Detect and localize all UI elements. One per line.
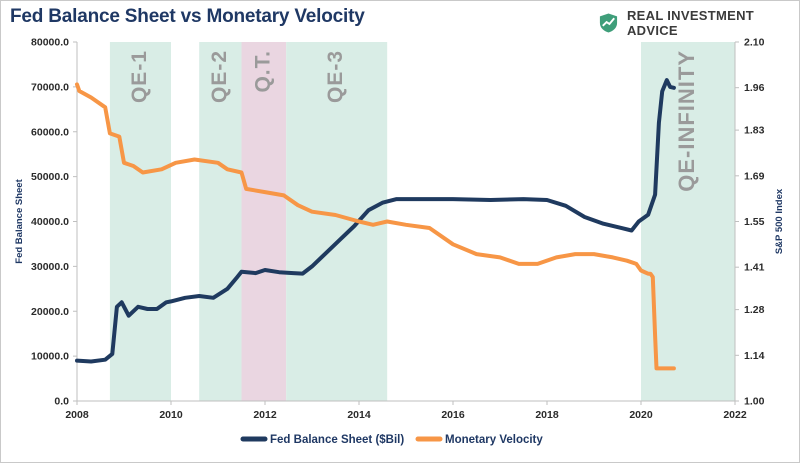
x-tick-label: 2014 bbox=[347, 409, 371, 421]
x-tick-label: 2020 bbox=[629, 409, 653, 421]
y-right-tick-label: 1.96 bbox=[744, 82, 765, 94]
y-left-tick-label: 70000.0 bbox=[31, 81, 69, 93]
band-label: QE-2 bbox=[208, 50, 231, 103]
x-tick-label: 2010 bbox=[159, 409, 183, 421]
y-right-tick-label: 1.83 bbox=[744, 125, 765, 137]
y-right-tick-label: 2.10 bbox=[744, 37, 765, 49]
series-velocity-line bbox=[75, 82, 676, 371]
x-tick-label: 2016 bbox=[441, 409, 465, 421]
shield-chart-icon bbox=[599, 13, 618, 33]
brand-name: REAL INVESTMENT ADVICE bbox=[626, 8, 755, 38]
y-right-tick-label: 1.14 bbox=[744, 350, 765, 362]
y-right-tick-label: 1.55 bbox=[744, 216, 765, 228]
band-label: QE-1 bbox=[128, 50, 151, 103]
y-left-tick-label: 10000.0 bbox=[31, 351, 69, 363]
y-left-tick-label: 30000.0 bbox=[31, 261, 69, 273]
x-tick-label: 2012 bbox=[253, 409, 277, 421]
band-label: QE-INFINITY bbox=[674, 50, 699, 192]
x-tick-label: 2022 bbox=[723, 409, 747, 421]
chart-title: Fed Balance Sheet vs Monetary Velocity bbox=[10, 6, 365, 27]
y-left-tick-label: 20000.0 bbox=[31, 306, 69, 318]
legend-label-fed: Fed Balance Sheet ($Bil) bbox=[270, 434, 404, 446]
brand-logo: REAL INVESTMENT ADVICE bbox=[598, 8, 800, 38]
y-left-axis-label: Fed Balance Sheet bbox=[14, 178, 25, 263]
band-label: QE-3 bbox=[324, 50, 347, 103]
series-fed-balance-line bbox=[75, 78, 676, 364]
y-right-tick-label: 1.00 bbox=[744, 396, 765, 408]
y-right-axis-label: S&P 500 Index bbox=[774, 188, 785, 254]
y-left-tick-label: 80000.0 bbox=[31, 37, 69, 49]
band-qe-1 bbox=[109, 42, 171, 401]
x-tick-label: 2018 bbox=[535, 409, 559, 421]
y-left-tick-label: 0.0 bbox=[54, 396, 69, 408]
y-right-tick-label: 1.69 bbox=[744, 170, 765, 182]
band-qe-2 bbox=[199, 42, 242, 401]
y-right-tick-label: 1.28 bbox=[744, 304, 765, 316]
y-left-tick-label: 50000.0 bbox=[31, 171, 69, 183]
band-label: Q.T. bbox=[251, 50, 274, 93]
y-right-tick-label: 1.41 bbox=[744, 262, 765, 274]
y-left-tick-label: 60000.0 bbox=[31, 126, 69, 138]
x-tick-label: 2008 bbox=[65, 409, 89, 421]
band-qe-3 bbox=[286, 42, 388, 401]
legend-label-velocity: Monetary Velocity bbox=[445, 434, 543, 446]
y-left-tick-label: 40000.0 bbox=[31, 216, 69, 228]
band-qt bbox=[241, 42, 287, 401]
